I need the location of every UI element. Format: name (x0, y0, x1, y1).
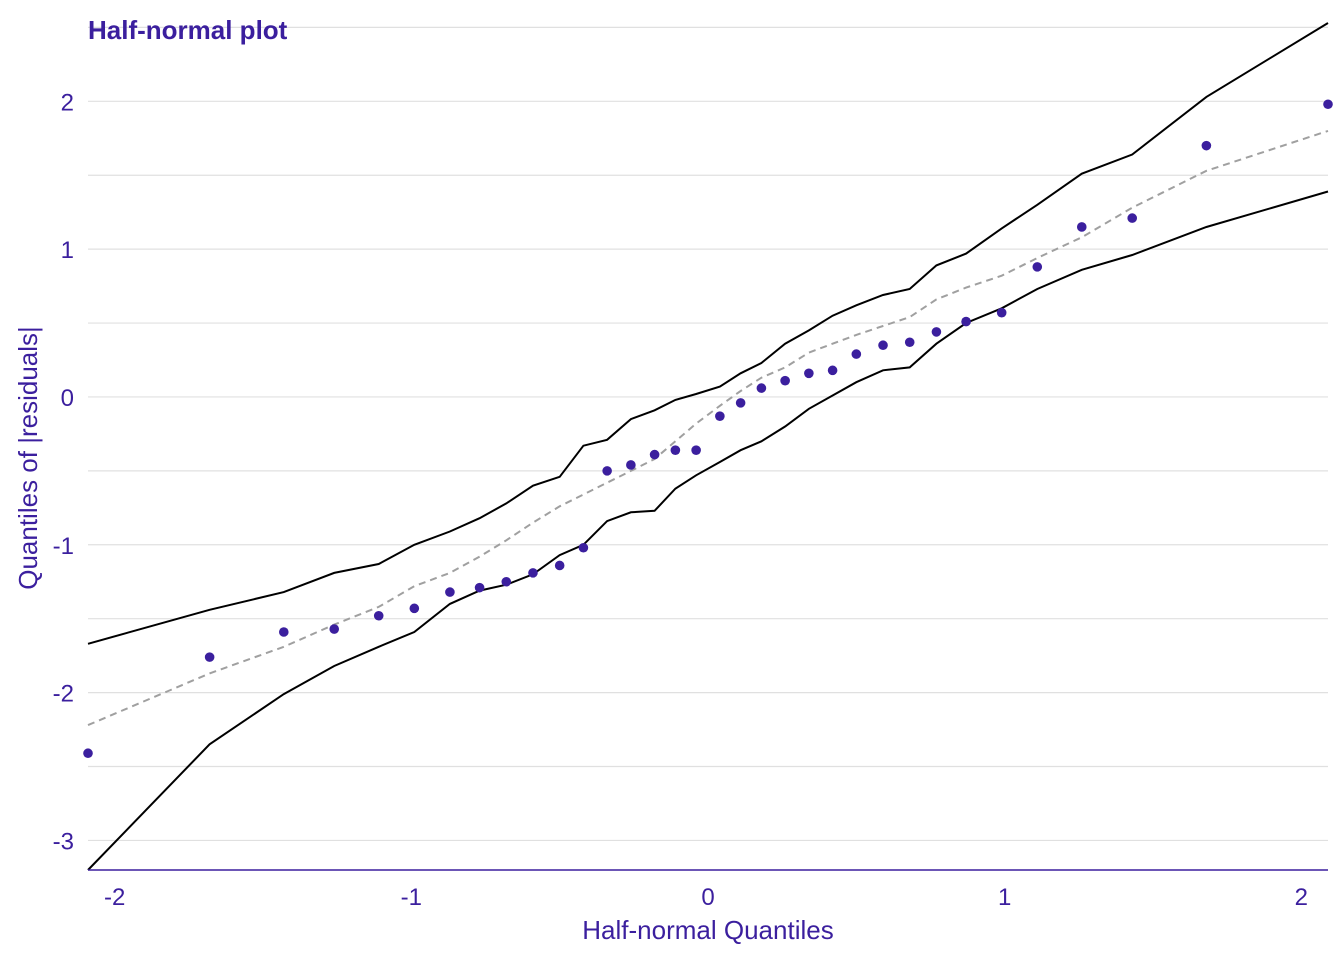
gridlines (88, 26, 1328, 842)
data-point (691, 445, 701, 455)
data-point (602, 466, 612, 476)
data-point (851, 349, 862, 359)
y-tick-label: -3 (53, 828, 74, 855)
data-point (1127, 213, 1138, 223)
data-point (278, 627, 289, 637)
data-point (329, 624, 340, 634)
y-axis-ticks: -3 -2 -1 0 1 2 (53, 89, 74, 855)
data-point (780, 375, 790, 386)
data-point (715, 411, 725, 421)
lower-envelope-line (87, 190, 1329, 871)
data-point (373, 610, 384, 621)
y-tick-label: 2 (61, 89, 74, 116)
data-point (649, 449, 660, 460)
x-tick-label: 0 (701, 884, 714, 911)
data-point (904, 337, 915, 348)
y-axis-label: Quantiles of |residuals| (13, 326, 43, 590)
median-dashed-line (87, 129, 1329, 727)
residual-points (83, 99, 1333, 759)
data-point (996, 307, 1007, 318)
x-axis-label: Half-normal Quantiles (582, 915, 833, 945)
x-tick-label: 2 (1295, 884, 1308, 911)
data-point (474, 582, 485, 593)
y-tick-label: 1 (61, 237, 74, 264)
envelope-lines (87, 22, 1329, 871)
y-tick-label: 0 (61, 385, 74, 412)
data-point (827, 365, 838, 376)
data-point (961, 316, 971, 327)
data-point (554, 560, 565, 571)
data-point (528, 568, 538, 578)
x-axis-ticks: -2 -1 0 1 2 (104, 884, 1308, 911)
data-point (878, 340, 888, 351)
data-point (83, 748, 93, 759)
data-point (1201, 140, 1212, 151)
data-point (756, 383, 767, 393)
x-tick-label: 1 (998, 884, 1011, 911)
data-point (578, 542, 589, 553)
data-point (204, 652, 215, 662)
chart-title: Half-normal plot (88, 15, 288, 45)
data-point (409, 603, 420, 614)
data-point (501, 576, 512, 587)
x-tick-label: -1 (401, 884, 422, 911)
data-point (670, 445, 681, 455)
upper-envelope-line (87, 22, 1329, 645)
data-point (1076, 222, 1087, 232)
y-tick-label: -1 (53, 533, 74, 560)
data-point (735, 398, 746, 408)
data-point (931, 327, 942, 337)
data-point (626, 460, 636, 470)
y-tick-label: -2 (53, 681, 74, 708)
x-tick-label: -2 (104, 884, 125, 911)
data-point (1323, 99, 1333, 110)
data-point (804, 368, 814, 379)
data-point (1032, 262, 1043, 272)
data-point (445, 587, 455, 597)
